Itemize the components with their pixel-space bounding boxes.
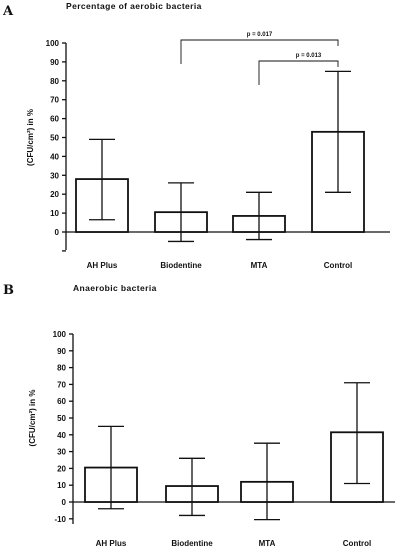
y-tick-label: 30 (50, 171, 59, 180)
y-tick-label: 80 (57, 364, 66, 373)
y-tick-label: 30 (57, 448, 66, 457)
y-tick-label: 10 (50, 209, 59, 218)
y-tick-label: 40 (57, 431, 66, 440)
chart-title: Anaerobic bacteria (73, 283, 157, 293)
panel-label: B (3, 283, 14, 298)
y-tick-label: 10 (57, 481, 66, 490)
category-label: MTA (251, 261, 268, 270)
y-tick-label: 50 (50, 134, 59, 143)
category-label: Biodentine (160, 261, 202, 270)
chart-title: Percentage of aerobic bacteria (66, 1, 202, 11)
significance-bracket (180, 39, 339, 64)
category-label: Biodentine (171, 539, 213, 548)
y-tick-label: 50 (57, 414, 66, 423)
y-tick-label: 100 (53, 330, 67, 339)
category-label: MTA (259, 539, 276, 548)
y-tick-label: 70 (57, 380, 66, 389)
chart-panel-b: B Anaerobic bacteria -10 0 10 20 30 40 50 60 70 80 9… (3, 283, 395, 548)
category-label: AH Plus (96, 539, 127, 548)
y-tick-label: 90 (57, 347, 66, 356)
y-tick-label: 20 (50, 190, 59, 199)
y-tick-label: 0 (55, 228, 60, 237)
significance-label: p = 0.017 (247, 32, 273, 38)
panel-label: A (2, 4, 14, 19)
y-tick-label: 100 (46, 39, 60, 48)
y-tick-label: 60 (57, 397, 66, 406)
y-tick-label: 0 (62, 498, 67, 507)
y-axis-label: (CFU/cm²) in % (28, 390, 37, 447)
chart-panel-a: A Percentage of aerobic bacteria 0 10 20 30 40… (2, 1, 390, 270)
y-tick-label: 40 (50, 152, 59, 161)
y-tick-label: 80 (50, 77, 59, 86)
category-label: Control (324, 261, 352, 270)
y-tick-label: -10 (54, 515, 66, 524)
significance-bracket (258, 60, 339, 85)
y-tick-label: 20 (57, 464, 66, 473)
y-tick-label: 90 (50, 58, 59, 67)
y-tick-label: 60 (50, 115, 59, 124)
category-label: AH Plus (87, 261, 118, 270)
significance-label: p = 0.013 (296, 53, 322, 59)
y-tick-label: 70 (50, 96, 59, 105)
category-label: Control (343, 539, 371, 548)
y-axis-label: (CFU/cm²) in % (26, 109, 35, 166)
